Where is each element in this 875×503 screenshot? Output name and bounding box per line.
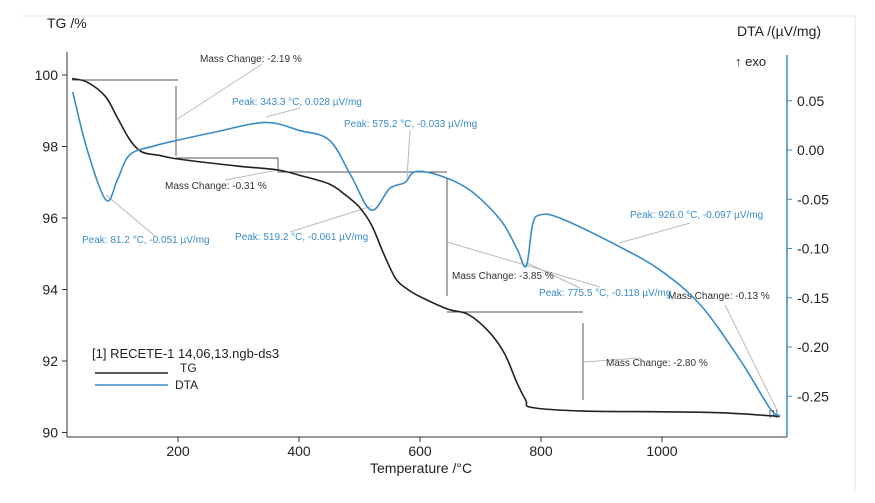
peak-label-6: Peak: 926.0 °C, -0.097 µV/mg [630, 210, 763, 221]
y-tick-label: 94 [42, 282, 58, 298]
tg-curve [71, 77, 781, 418]
mass-change-3: Mass Change: -3.85 % [452, 271, 554, 282]
y-tick-label: 92 [42, 353, 58, 369]
y2-tick-label: 0.00 [797, 142, 824, 158]
y2-tick-label: -0.10 [797, 241, 829, 257]
y2-tick-label: -0.25 [797, 388, 829, 404]
y-tick-label: 100 [35, 67, 59, 83]
mass-change-1: Mass Change: -2.19 % [200, 54, 302, 65]
peak-label-3: Peak: 519.2 °C, -0.061 µV/mg [235, 232, 368, 243]
mass-change-5: Mass Change: -0.13 % [668, 291, 770, 302]
x-tick-label: 800 [529, 443, 553, 459]
y2-tick-label: -0.05 [797, 191, 829, 207]
peak-label-5: Peak: 775.5 °C, -0.118 µV/mg [539, 288, 671, 299]
mass-change-2: Mass Change: -0.31 % [165, 181, 267, 192]
y2-tick-label: -0.15 [797, 290, 829, 306]
y2-tick-label: -0.20 [797, 339, 829, 355]
legend-file: [1] RECETE-1 14,06,13.ngb-ds3 [92, 346, 279, 361]
peak-label-2: Peak: 343.3 °C, 0.028 µV/mg [232, 97, 362, 108]
y-tick-label: 90 [42, 425, 58, 441]
dta-curve [71, 91, 781, 417]
x-axis-title: Temperature /°C [370, 460, 472, 476]
exo-label: ↑ exo [735, 54, 766, 69]
x-tick-label: 1000 [646, 443, 677, 459]
legend-dta-label: DTA [175, 378, 198, 392]
y-tick-label: 98 [42, 139, 58, 155]
y2-tick-label: 0.05 [797, 93, 824, 109]
x-tick-label: 400 [287, 443, 311, 459]
x-tick-label: 200 [166, 443, 190, 459]
legend-tg-label: TG [180, 361, 197, 375]
x-tick-label: 600 [408, 443, 432, 459]
y-tick-label: 96 [42, 210, 58, 226]
y-axis-title: TG /% [47, 15, 87, 31]
mc2-baseline [176, 157, 279, 172]
peak-label-4: Peak: 575.2 °C, -0.033 µV/mg [344, 119, 477, 130]
peak-label-1: Peak: 81.2 °C, -0.051 µV/mg [82, 235, 210, 246]
y2-axis-title: DTA /(µV/mg) [737, 23, 821, 39]
mass-change-4: Mass Change: -2.80 % [606, 358, 708, 369]
